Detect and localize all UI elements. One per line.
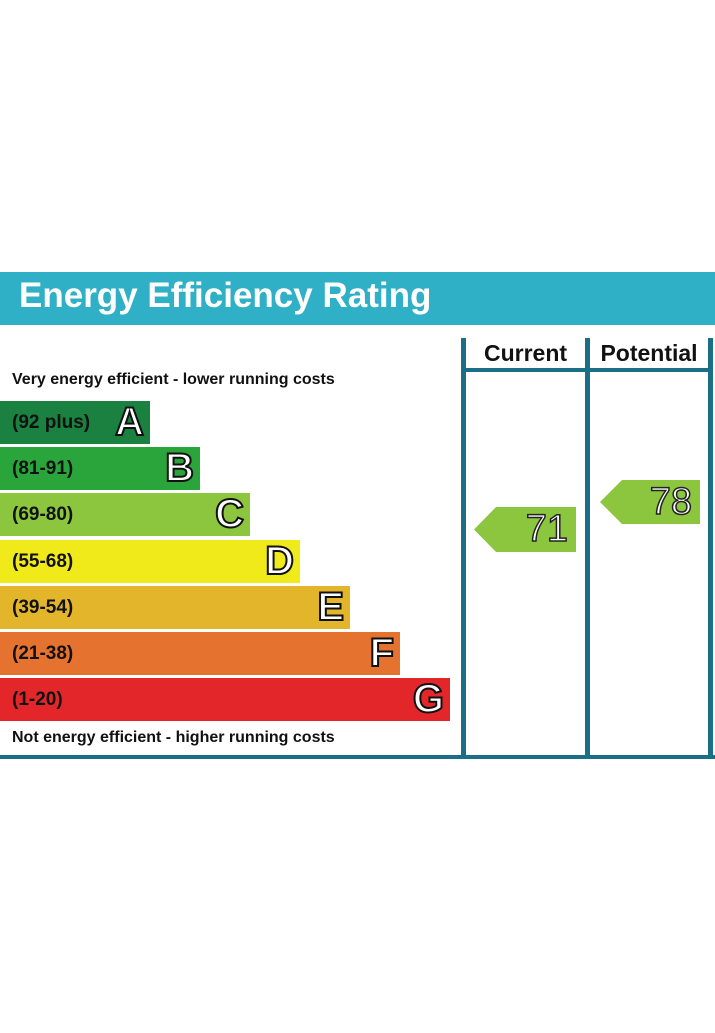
column-header-current: Current: [483, 340, 568, 366]
frame-line-left: [461, 338, 466, 758]
band-g: (1-20) G: [0, 676, 450, 722]
title-banner: Energy Efficiency Rating: [0, 272, 715, 325]
band-range-label: (81-91): [12, 458, 74, 480]
potential-rating-arrow: 78: [600, 480, 700, 524]
band-a: (92 plus) A: [0, 399, 150, 445]
band-f: (21-38) F: [0, 630, 400, 676]
band-range-label: (21-38): [12, 643, 74, 664]
potential-arrow-shape: [600, 480, 700, 524]
band-letter: E: [316, 584, 345, 630]
frame-line-bottom: [0, 755, 715, 759]
band-letter: A: [114, 399, 145, 445]
band-letter: C: [214, 491, 245, 537]
current-rating-arrow: 71: [474, 507, 576, 552]
band-range-label: (69-80): [12, 504, 74, 526]
current-arrow-shape: [474, 507, 576, 552]
current-rating-value: 71: [525, 507, 569, 551]
band-range-label: (92 plus): [12, 412, 91, 433]
band-letter: B: [164, 445, 195, 491]
band-b: (81-91) B: [0, 445, 200, 491]
band-letter: F: [369, 630, 395, 676]
band-range-label: (39-54): [12, 596, 74, 618]
potential-rating-value: 78: [649, 480, 693, 524]
column-header-potential: Potential: [600, 340, 698, 366]
frame-line-right: [708, 338, 713, 758]
band-c: (69-80) C: [0, 491, 250, 537]
band-range-label: (55-68): [12, 550, 74, 572]
top-caption: Very energy efficient - lower running co…: [12, 371, 335, 388]
band-letter: D: [264, 538, 295, 584]
chart-title: Energy Efficiency Rating: [19, 276, 432, 315]
frame-line-header-rule: [461, 368, 713, 372]
band-letter: G: [412, 676, 445, 722]
frame-line-middle: [585, 338, 590, 758]
band-d: (55-68) D: [0, 538, 300, 584]
band-e: (39-54) E: [0, 584, 350, 630]
band-range-label: (1-20): [12, 689, 63, 711]
bottom-caption: Not energy efficient - higher running co…: [12, 729, 335, 746]
